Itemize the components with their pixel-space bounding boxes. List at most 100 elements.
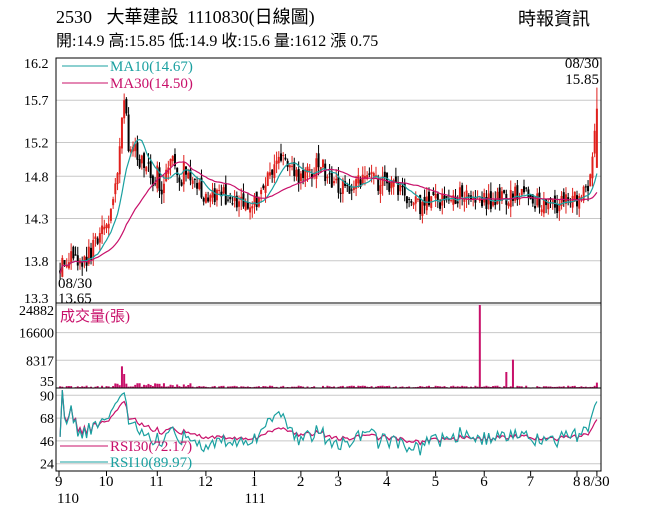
candle-body: [215, 189, 218, 201]
candle-body: [288, 165, 291, 168]
candle-body: [257, 197, 260, 207]
volume-bar: [165, 386, 168, 388]
candle-body: [383, 171, 386, 177]
candle-body: [114, 183, 117, 195]
rsi-tick-label: 24: [40, 458, 54, 473]
candle-body: [352, 187, 355, 191]
change-label: 漲: [330, 33, 347, 50]
candle-body: [514, 186, 517, 201]
candle-body: [593, 130, 596, 154]
price-tick-label: 15.7: [24, 94, 49, 109]
candle-body: [202, 197, 205, 202]
rsi-tick-label: 46: [40, 435, 54, 450]
candle-body: [403, 183, 406, 196]
volume-bar: [419, 386, 422, 388]
low-value: 14.9: [189, 33, 218, 50]
volume-bar: [162, 383, 165, 388]
volume-bar: [282, 385, 285, 388]
volume-bar: [271, 385, 274, 388]
volume-bar: [562, 386, 565, 388]
candle-body: [182, 161, 185, 185]
volume-bar: [173, 386, 176, 388]
candle-body: [260, 190, 263, 195]
volume-bar: [313, 386, 316, 388]
candle-body: [377, 178, 380, 191]
candle-body: [293, 162, 296, 176]
candle-body: [302, 169, 305, 179]
candle-body: [284, 157, 287, 160]
candle-body: [165, 169, 168, 182]
volume-bar: [302, 386, 305, 388]
volume-bar: [295, 386, 298, 388]
volume-bar: [136, 383, 139, 388]
volume-bar: [185, 386, 188, 388]
candle-body: [381, 176, 384, 186]
volume-bar: [65, 386, 68, 388]
candle-body: [545, 199, 548, 206]
candle-body: [582, 186, 585, 201]
high-value: 15.85: [128, 33, 165, 50]
volume-bar: [226, 386, 229, 388]
rsi30-legend: RSI30(72.17): [110, 439, 192, 455]
candle-body: [522, 186, 525, 193]
candle-body: [125, 98, 128, 114]
volume-bar: [246, 386, 249, 388]
candle-body: [169, 159, 172, 167]
volume-bar: [542, 386, 545, 388]
candle-body: [534, 206, 537, 209]
volume-bar: [450, 386, 453, 388]
candle-body: [193, 178, 196, 180]
volume-bar: [476, 386, 479, 388]
volume-bar: [474, 385, 477, 388]
month-label: 8: [573, 474, 581, 490]
volume-bar: [520, 386, 523, 388]
candle-body: [562, 192, 565, 202]
candle-body: [222, 187, 225, 194]
volume-bar: [94, 386, 97, 388]
candle-body: [408, 198, 411, 200]
month-label: 12: [198, 474, 213, 490]
volume-bar: [96, 386, 99, 388]
candle-body: [511, 193, 514, 201]
candle-body: [249, 207, 252, 213]
candle-body: [394, 176, 397, 183]
volume-bar: [489, 386, 492, 388]
month-label: 5: [432, 474, 440, 490]
candle-body: [209, 195, 212, 202]
candle-body: [498, 187, 501, 201]
volume-bar: [511, 359, 514, 388]
volume-bar: [231, 386, 234, 388]
volume-bar: [123, 373, 126, 388]
candle-body: [226, 199, 229, 201]
candle-body: [361, 174, 364, 184]
open-value: 14.9: [76, 33, 105, 50]
candle-body: [233, 195, 236, 202]
volume-bar: [257, 386, 260, 388]
candle-body: [392, 180, 395, 187]
volume-bar: [357, 385, 360, 388]
candle-body: [275, 160, 278, 165]
candle-body: [171, 156, 174, 162]
candle-body: [220, 191, 223, 197]
candle-body: [96, 238, 99, 244]
volume-bar: [536, 386, 539, 388]
volume-panel: [55, 302, 602, 389]
candle-body: [187, 172, 190, 179]
candle-body: [584, 186, 587, 188]
candle-body: [454, 196, 457, 204]
volume-bar: [368, 386, 371, 388]
volume-bar: [348, 385, 351, 388]
volume-bar: [383, 386, 386, 388]
candle-body: [304, 169, 307, 181]
volume-bar: [421, 386, 424, 388]
candle-body: [268, 172, 271, 176]
candle-body: [492, 201, 495, 206]
rsi-panel: [55, 387, 602, 472]
candle-body: [81, 261, 84, 267]
candle-body: [450, 200, 453, 202]
volume-bar: [509, 386, 512, 388]
candle-body: [253, 196, 256, 206]
volume-bar: [59, 386, 62, 388]
candle-body: [180, 182, 183, 186]
candle-body: [240, 196, 243, 201]
